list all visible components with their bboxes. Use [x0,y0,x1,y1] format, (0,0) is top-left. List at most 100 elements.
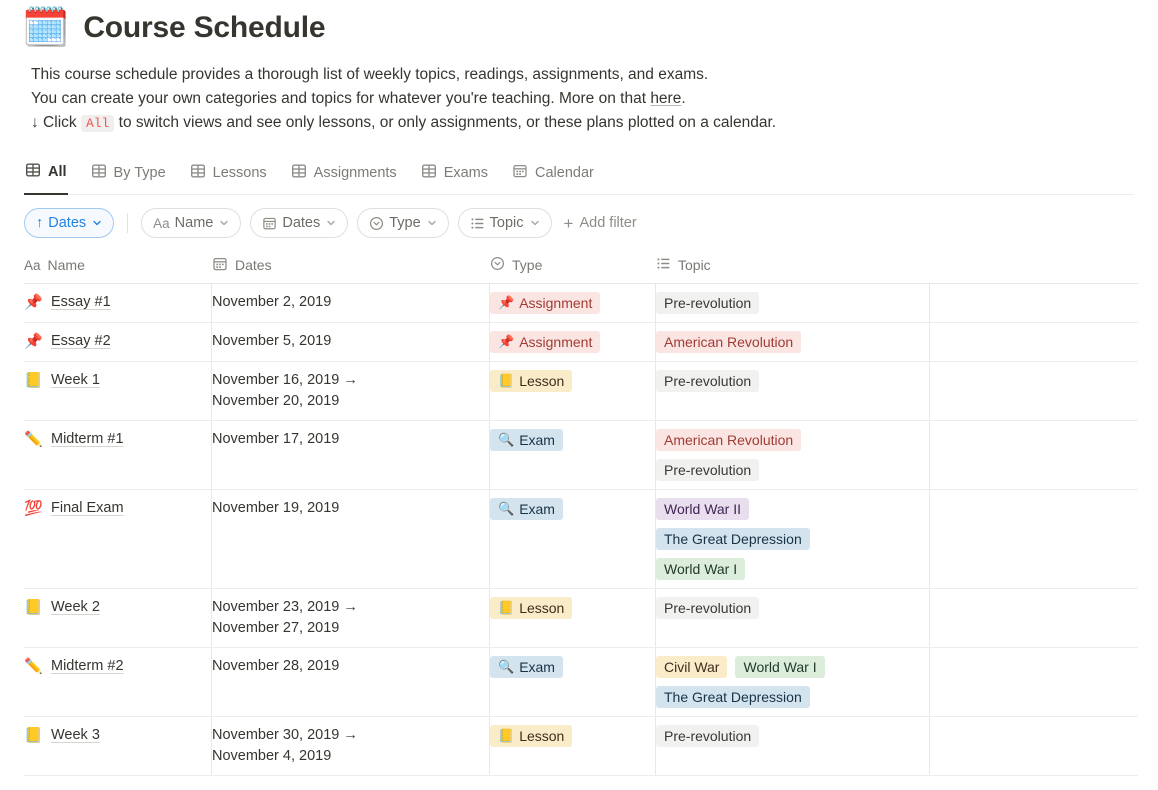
filter-pill-type[interactable]: Type [357,208,449,238]
table-row: 📒 Week 2 November 23, 2019 → November 27… [24,589,1138,648]
topic-cell[interactable]: Pre-revolution [656,362,930,420]
row-title[interactable]: Essay #1 [51,294,111,310]
inline-code-all: All [80,115,115,132]
topic-tag: Pre-revolution [656,459,760,481]
name-cell[interactable]: ✏️ Midterm #2 [24,648,212,716]
dates-cell[interactable]: November 17, 2019 [212,421,490,489]
topic-cell[interactable]: Pre-revolution [656,589,930,647]
magnifying-glass-icon: 🔍 [498,501,515,516]
arrow-up-icon: ↑ [36,215,44,231]
pencil-icon: ✏️ [24,431,43,448]
row-title[interactable]: Midterm #2 [51,658,124,674]
name-cell[interactable]: 📌 Essay #2 [24,323,212,361]
table-view-icon [25,162,41,182]
empty-cell[interactable] [930,589,1138,647]
table-view-icon [421,163,437,183]
tab-calendar[interactable]: Calendar [511,158,595,194]
type-cell[interactable]: 🔍 Exam [490,648,656,716]
type-cell[interactable]: 📒 Lesson [490,589,656,647]
page-title: Course Schedule [83,11,326,44]
table-row: 📌 Essay #1 November 2, 2019 📌 Assignment … [24,284,1138,323]
here-link[interactable]: here [650,90,682,107]
type-tag: 🔍 Exam [490,429,563,451]
row-title[interactable]: Final Exam [51,500,124,516]
type-cell[interactable]: 🔍 Exam [490,421,656,489]
chevron-down-icon [326,218,336,228]
dates-cell[interactable]: November 16, 2019 → November 20, 2019 [212,362,490,420]
row-title[interactable]: Week 1 [51,372,100,388]
tab-all[interactable]: All [24,158,68,195]
tab-by-type[interactable]: By Type [90,158,167,194]
description-line-2: You can create your own categories and t… [31,90,686,107]
column-header-name[interactable]: Aa Name [24,257,85,273]
name-cell[interactable]: ✏️ Midterm #1 [24,421,212,489]
empty-cell[interactable] [930,421,1138,489]
topic-cell[interactable]: American Revolution Pre-revolution [656,421,930,489]
type-tag: 🔍 Exam [490,498,563,520]
empty-cell[interactable] [930,323,1138,361]
ledger-notebook-icon: 📒 [498,728,515,743]
topic-cell[interactable]: Pre-revolution [656,284,930,322]
type-tag: 📌 Assignment [490,292,601,314]
name-cell[interactable]: 📒 Week 3 [24,717,212,775]
empty-cell[interactable] [930,717,1138,775]
table-row: 📌 Essay #2 November 5, 2019 📌 Assignment … [24,323,1138,362]
pushpin-icon: 📌 [498,295,515,310]
chevron-down-icon [427,218,437,228]
type-cell[interactable]: 📌 Assignment [490,323,656,361]
dates-cell[interactable]: November 30, 2019 → November 4, 2019 [212,717,490,775]
tab-exams[interactable]: Exams [420,158,489,194]
sort-pill-dates[interactable]: ↑ Dates [24,208,115,238]
topic-cell[interactable]: Civil War World War I The Great Depressi… [656,648,930,716]
table-row: 💯 Final Exam November 19, 2019 🔍 Exam Wor… [24,490,1138,589]
dates-cell[interactable]: November 19, 2019 [212,490,490,588]
row-title[interactable]: Essay #2 [51,333,111,349]
type-cell[interactable]: 🔍 Exam [490,490,656,588]
filter-pill-name[interactable]: Aa Name [141,208,242,238]
empty-cell[interactable] [930,284,1138,322]
name-cell[interactable]: 📒 Week 1 [24,362,212,420]
column-header-dates[interactable]: Dates [212,247,490,283]
ledger-notebook-icon: 📒 [498,373,515,388]
tab-assignments[interactable]: Assignments [290,158,398,194]
topic-cell[interactable]: World War II The Great Depression World … [656,490,930,588]
add-filter-button[interactable]: + Add filter [563,213,637,233]
ledger-notebook-icon: 📒 [24,727,43,744]
empty-cell[interactable] [930,648,1138,716]
column-header-empty[interactable] [930,247,1138,283]
multi-select-property-icon [470,216,485,231]
dates-cell[interactable]: November 2, 2019 [212,284,490,322]
name-cell[interactable]: 💯 Final Exam [24,490,212,588]
ledger-notebook-icon: 📒 [24,599,43,616]
row-title[interactable]: Midterm #1 [51,431,124,447]
row-title[interactable]: Week 2 [51,599,100,615]
dates-cell[interactable]: November 5, 2019 [212,323,490,361]
type-cell[interactable]: 📒 Lesson [490,717,656,775]
hundred-points-icon: 💯 [24,500,43,517]
pencil-icon: ✏️ [24,658,43,675]
magnifying-glass-icon: 🔍 [498,432,515,447]
topic-cell[interactable]: American Revolution [656,323,930,361]
type-cell[interactable]: 📒 Lesson [490,362,656,420]
column-header-type[interactable]: Type [490,247,656,283]
description-line-3: ↓ Click All to switch views and see only… [31,114,777,132]
empty-cell[interactable] [930,362,1138,420]
topic-cell[interactable]: Pre-revolution [656,717,930,775]
filter-pill-dates[interactable]: Dates [250,208,349,238]
filter-pill-topic[interactable]: Topic [457,208,552,238]
table-row: 📒 Week 3 November 30, 2019 → November 4,… [24,717,1138,776]
type-cell[interactable]: 📌 Assignment [490,284,656,322]
dates-cell[interactable]: November 23, 2019 → November 27, 2019 [212,589,490,647]
chevron-down-icon [92,218,102,228]
calendar-icon [212,256,228,275]
column-header-topic[interactable]: Topic [656,247,930,283]
empty-cell[interactable] [930,490,1138,588]
topic-tag: Pre-revolution [656,292,760,314]
name-cell[interactable]: 📒 Week 2 [24,589,212,647]
filter-toolbar: ↑ Dates Aa Name Dates Type Topic + Add f… [24,208,1134,238]
name-cell[interactable]: 📌 Essay #1 [24,284,212,322]
row-title[interactable]: Week 3 [51,727,100,743]
tab-lessons[interactable]: Lessons [189,158,268,194]
text-property-icon: Aa [24,257,41,273]
dates-cell[interactable]: November 28, 2019 [212,648,490,716]
